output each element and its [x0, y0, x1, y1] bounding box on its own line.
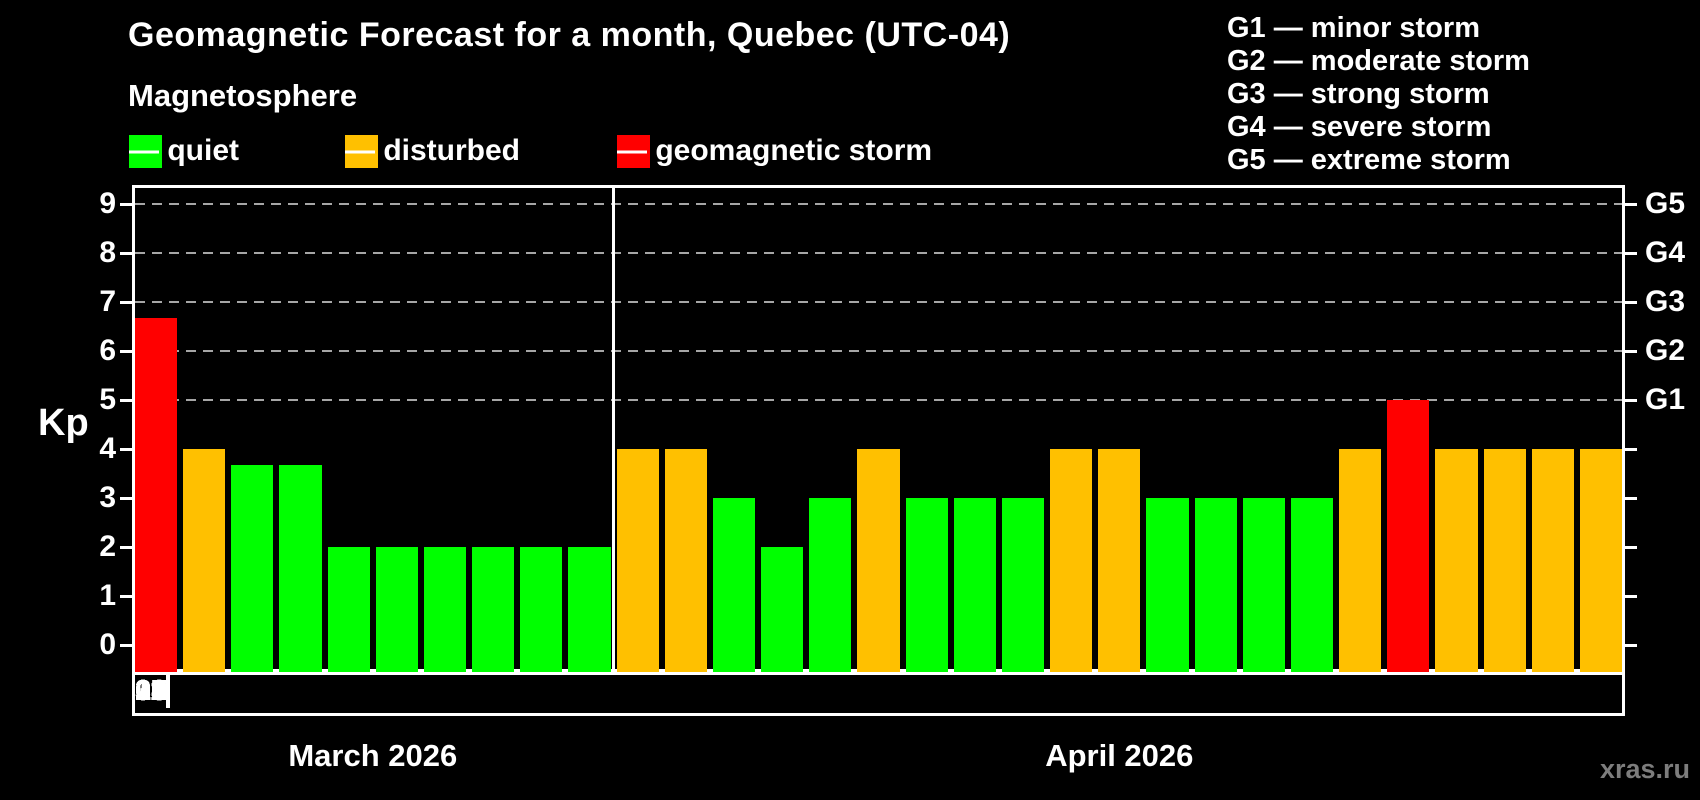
kp-bar-day-25: [279, 465, 322, 672]
y-tick-label-7: 7: [99, 285, 116, 318]
y-tick-left-2: [120, 545, 132, 549]
kp-bar-day-08: [953, 498, 996, 672]
month-label-march: March 2026: [288, 738, 458, 773]
kp-bar-day-20: [1531, 449, 1574, 672]
y-tick-right-9: [1625, 202, 1637, 206]
y-tick-left-3: [120, 496, 132, 500]
kp-bar-day-09: [1001, 498, 1045, 672]
date-cell-09: 09: [135, 675, 171, 708]
watermark: xras.ru: [1599, 754, 1690, 784]
y-axis-label: Kp: [38, 402, 89, 444]
y-tick-left-5: [120, 398, 132, 402]
y-tick-right-7: [1625, 300, 1637, 304]
y-tick-left-9: [120, 202, 132, 206]
date-cell-08: 08: [135, 675, 171, 708]
kp-bar-day-14: [1242, 498, 1285, 672]
kp-bar-day-11: [1098, 449, 1141, 672]
kp-bar-day-28: [423, 547, 467, 672]
legend-label-storm: — geomagnetic storm: [617, 134, 933, 167]
y-tick-left-0: [120, 643, 132, 647]
g-level-label-G5: G5: [1645, 187, 1686, 220]
y-tick-right-1: [1625, 594, 1637, 598]
legend-swatch-quiet: [129, 134, 162, 168]
legend-swatch-disturbed: [345, 134, 378, 168]
kp-bar-day-06: [857, 449, 900, 672]
kp-bar-day-26: [327, 547, 370, 672]
y-tick-left-7: [120, 300, 132, 304]
y-tick-right-3: [1625, 496, 1637, 500]
date-cell-21: 21: [135, 675, 168, 707]
y-tick-label-8: 8: [99, 236, 116, 269]
kp-bar-day-24: [231, 465, 274, 672]
gridline-kp5: [135, 399, 1622, 401]
kp-bar-day-18: [1435, 449, 1478, 672]
chart-title: Geomagnetic Forecast for a month, Quebec…: [128, 16, 1011, 54]
date-cell-20: 20: [135, 675, 171, 708]
date-cell-28: 28: [135, 675, 171, 708]
kp-bar-day-13: [1194, 498, 1237, 672]
kp-bar-day-22: [135, 318, 178, 672]
kp-bar-day-01: [616, 449, 659, 672]
gridline-kp6: [135, 350, 1622, 352]
kp-bar-day-02: [664, 449, 707, 672]
y-tick-right-4: [1625, 447, 1637, 451]
kp-bar-day-27: [375, 547, 418, 672]
month-label-april: April 2026: [1045, 738, 1194, 773]
y-tick-label-1: 1: [99, 579, 116, 612]
y-tick-right-2: [1625, 545, 1637, 549]
y-tick-label-9: 9: [99, 187, 116, 220]
y-tick-left-8: [120, 251, 132, 255]
y-tick-left-6: [120, 349, 132, 353]
kp-bar-day-30: [520, 547, 563, 672]
month-divider: [612, 188, 616, 669]
kp-bar-day-07: [905, 498, 948, 672]
legend-swatch-storm: [617, 134, 650, 168]
kp-bar-day-10: [1050, 449, 1093, 672]
gridline-kp7: [135, 301, 1622, 303]
g-legend-line-5: G5 — extreme storm: [1227, 144, 1511, 176]
kp-bar-day-03: [712, 498, 756, 672]
g-level-label-G4: G4: [1645, 236, 1686, 269]
g-level-label-G2: G2: [1645, 334, 1686, 367]
g-legend-line-1: G1 — minor storm: [1227, 12, 1480, 44]
kp-bar-day-05: [809, 498, 852, 672]
date-cell-11: 11: [135, 675, 169, 708]
y-tick-label-4: 4: [99, 432, 116, 465]
y-tick-label-3: 3: [99, 481, 116, 514]
kp-bar-day-23: [183, 449, 226, 672]
kp-bar-day-19: [1483, 449, 1526, 672]
y-tick-right-6: [1625, 349, 1637, 353]
g-legend-line-4: G4 — severe storm: [1227, 111, 1492, 143]
kp-bar-day-17: [1387, 400, 1430, 672]
date-axis: 22 23 24 25 26 27 28 29 30 31 01 02 03 04 05 06 07 08 09 10…: [132, 672, 1625, 716]
y-tick-left-4: [120, 447, 132, 451]
kp-bar-day-29: [472, 547, 515, 672]
y-tick-left-1: [120, 594, 132, 598]
kp-bar-day-04: [761, 547, 804, 672]
y-tick-label-6: 6: [99, 334, 116, 367]
y-tick-right-5: [1625, 398, 1637, 402]
legend-label-quiet: — quiet: [129, 134, 239, 167]
g-legend-line-3: G3 — strong storm: [1227, 78, 1490, 110]
kp-bar-day-21: [1579, 449, 1622, 672]
gridline-kp8: [135, 252, 1622, 254]
gridline-kp9: [135, 203, 1622, 205]
legend-label-disturbed: — disturbed: [345, 134, 521, 167]
kp-bar-day-16: [1339, 449, 1382, 672]
g-legend-line-2: G2 — moderate storm: [1227, 45, 1530, 77]
g-level-label-G1: G1: [1645, 383, 1686, 416]
kp-bar-day-15: [1290, 498, 1334, 672]
y-tick-label-5: 5: [99, 383, 116, 416]
y-tick-right-0: [1625, 643, 1637, 647]
y-tick-right-8: [1625, 251, 1637, 255]
kp-bar-day-31: [568, 547, 611, 672]
y-tick-label-2: 2: [99, 530, 116, 563]
y-tick-label-0: 0: [99, 628, 116, 661]
magnetosphere-label: Magnetosphere: [128, 78, 358, 113]
g-level-label-G3: G3: [1645, 285, 1686, 318]
kp-bar-day-12: [1146, 498, 1189, 672]
